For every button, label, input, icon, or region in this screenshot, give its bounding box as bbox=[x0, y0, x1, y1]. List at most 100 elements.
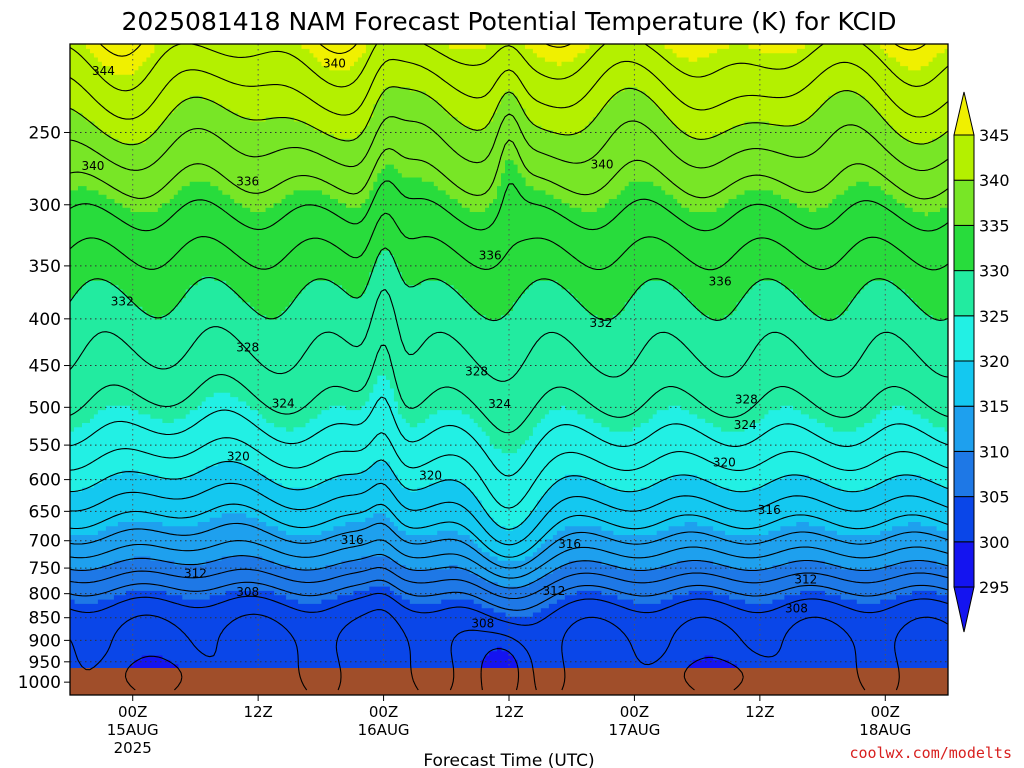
y-tick-label: 400 bbox=[29, 310, 61, 330]
theta-contour-342 bbox=[70, 58, 948, 120]
theta-contour-304 bbox=[70, 592, 948, 626]
contour-label: 340 bbox=[82, 159, 105, 173]
x-tick-label: 2025 bbox=[114, 739, 152, 757]
colorbar-tick-label: 305 bbox=[979, 488, 1010, 507]
contour-label: 340 bbox=[591, 157, 614, 171]
theta-contour-334 bbox=[70, 180, 948, 232]
x-tick-label: 12Z bbox=[494, 703, 523, 721]
x-tick-label: 17AUG bbox=[608, 721, 660, 739]
colorbar-segment bbox=[953, 134, 975, 181]
theta-contour-322 bbox=[70, 432, 948, 509]
y-tick-label: 550 bbox=[29, 436, 61, 456]
x-tick-label: 18AUG bbox=[859, 721, 911, 739]
x-tick-label: 12Z bbox=[243, 703, 272, 721]
colorbar-tick-label: 320 bbox=[979, 352, 1010, 371]
contour-label: 336 bbox=[236, 175, 259, 189]
x-tick-label: 15AUG bbox=[107, 721, 159, 739]
x-tick-label: 00Z bbox=[369, 703, 398, 721]
x-tick-label: 00Z bbox=[118, 703, 147, 721]
theta-contour-320 bbox=[70, 459, 948, 530]
grid-lines bbox=[70, 44, 948, 668]
contour-label: 312 bbox=[542, 584, 565, 598]
colorbar-extend-low bbox=[953, 586, 975, 633]
theta-band-fill bbox=[70, 44, 948, 144]
y-tick-label: 800 bbox=[29, 585, 61, 605]
contour-label: 328 bbox=[236, 341, 259, 355]
y-tick-label: 1000 bbox=[18, 673, 61, 693]
theta-contour-302 bbox=[70, 609, 948, 691]
contour-label: 320 bbox=[227, 449, 250, 463]
theta-band-fill bbox=[70, 87, 948, 217]
colorbar-tick-label: 315 bbox=[979, 397, 1010, 416]
colorbar-tick-label: 345 bbox=[979, 126, 1010, 145]
contour-label: 328 bbox=[735, 392, 758, 406]
contour-label: 324 bbox=[272, 396, 295, 410]
x-tick-label: 00Z bbox=[871, 703, 900, 721]
colorbar-segment bbox=[953, 496, 975, 543]
y-tick-label: 850 bbox=[29, 609, 61, 629]
contour-labels: 344 340 340 340 336 336 336 332 332 328 328 328 324 3… bbox=[82, 56, 818, 630]
theta-contour-312 bbox=[70, 539, 948, 579]
y-axis: 2503003504004505005506006507007508008509… bbox=[18, 123, 70, 693]
contour-label: 344 bbox=[92, 64, 115, 78]
colorbar-tick-label: 330 bbox=[979, 262, 1010, 281]
x-tick-label: 00Z bbox=[620, 703, 649, 721]
colorbar-segment bbox=[953, 179, 975, 226]
x-tick-label: 16AUG bbox=[358, 721, 410, 739]
theta-contour-336 bbox=[70, 139, 948, 200]
colorbar-tick-label: 295 bbox=[979, 578, 1010, 597]
y-tick-label: 500 bbox=[29, 398, 61, 418]
theta-contour-318 bbox=[70, 482, 948, 546]
theta-contour-328 bbox=[70, 288, 948, 382]
colorbar-tick-label: 340 bbox=[979, 171, 1010, 190]
contour-label: 312 bbox=[794, 573, 817, 587]
contour-label: 336 bbox=[709, 274, 732, 288]
contour-label: 320 bbox=[713, 456, 736, 470]
theta-contour-338 bbox=[70, 113, 948, 172]
y-tick-label: 650 bbox=[29, 502, 61, 522]
contour-label: 324 bbox=[488, 397, 511, 411]
contour-label: 336 bbox=[479, 249, 502, 263]
theta-contour-308 bbox=[70, 567, 948, 600]
y-tick-label: 300 bbox=[29, 196, 61, 216]
colorbar-extend-high bbox=[953, 91, 975, 136]
contour-label: 332 bbox=[590, 316, 613, 330]
ground-surface bbox=[70, 668, 948, 695]
colorbar-tick-label: 300 bbox=[979, 533, 1010, 552]
theta-contour-324 bbox=[70, 396, 948, 477]
contour-label: 308 bbox=[236, 585, 259, 599]
colorbar-segment bbox=[953, 270, 975, 317]
theta-contour-306 bbox=[70, 579, 948, 611]
theta-contour-310 bbox=[70, 553, 948, 589]
contour-label: 340 bbox=[323, 56, 346, 70]
theta-contour-326 bbox=[70, 344, 948, 434]
contour-label: 316 bbox=[341, 533, 364, 547]
colorbar-segment bbox=[953, 405, 975, 452]
contour-label: 308 bbox=[785, 601, 808, 615]
colorbar-segment bbox=[953, 315, 975, 362]
credit-text: coolwx.com/modelts bbox=[849, 744, 1012, 762]
theta-contour-330 bbox=[70, 247, 948, 322]
colorbar-segment bbox=[953, 224, 975, 272]
contour-label: 316 bbox=[558, 537, 581, 551]
y-tick-label: 250 bbox=[29, 123, 61, 143]
chart-title: 2025081418 NAM Forecast Potential Temper… bbox=[121, 7, 896, 36]
theta-contour-300 bbox=[124, 648, 744, 691]
plot-area: 344 340 340 340 336 336 336 332 332 328 328 328 324 3… bbox=[70, 44, 948, 695]
y-tick-label: 350 bbox=[29, 257, 61, 277]
contour-label: 308 bbox=[471, 616, 494, 630]
x-axis-label: Forecast Time (UTC) bbox=[423, 751, 594, 768]
colorbar: 295 300 305 310 315 320 325 330 335 340 345 bbox=[953, 91, 1010, 633]
x-tick-label: 12Z bbox=[745, 703, 774, 721]
colorbar-tick-label: 310 bbox=[979, 442, 1010, 461]
contour-label: 316 bbox=[758, 503, 781, 517]
colorbar-tick-label: 335 bbox=[979, 216, 1010, 235]
contour-label: 332 bbox=[111, 295, 134, 309]
colorbar-segment bbox=[953, 360, 975, 407]
colorbar-segment bbox=[953, 541, 975, 588]
y-tick-label: 950 bbox=[29, 653, 61, 673]
theta-contour-340 bbox=[70, 86, 948, 146]
contour-label: 312 bbox=[184, 566, 207, 580]
